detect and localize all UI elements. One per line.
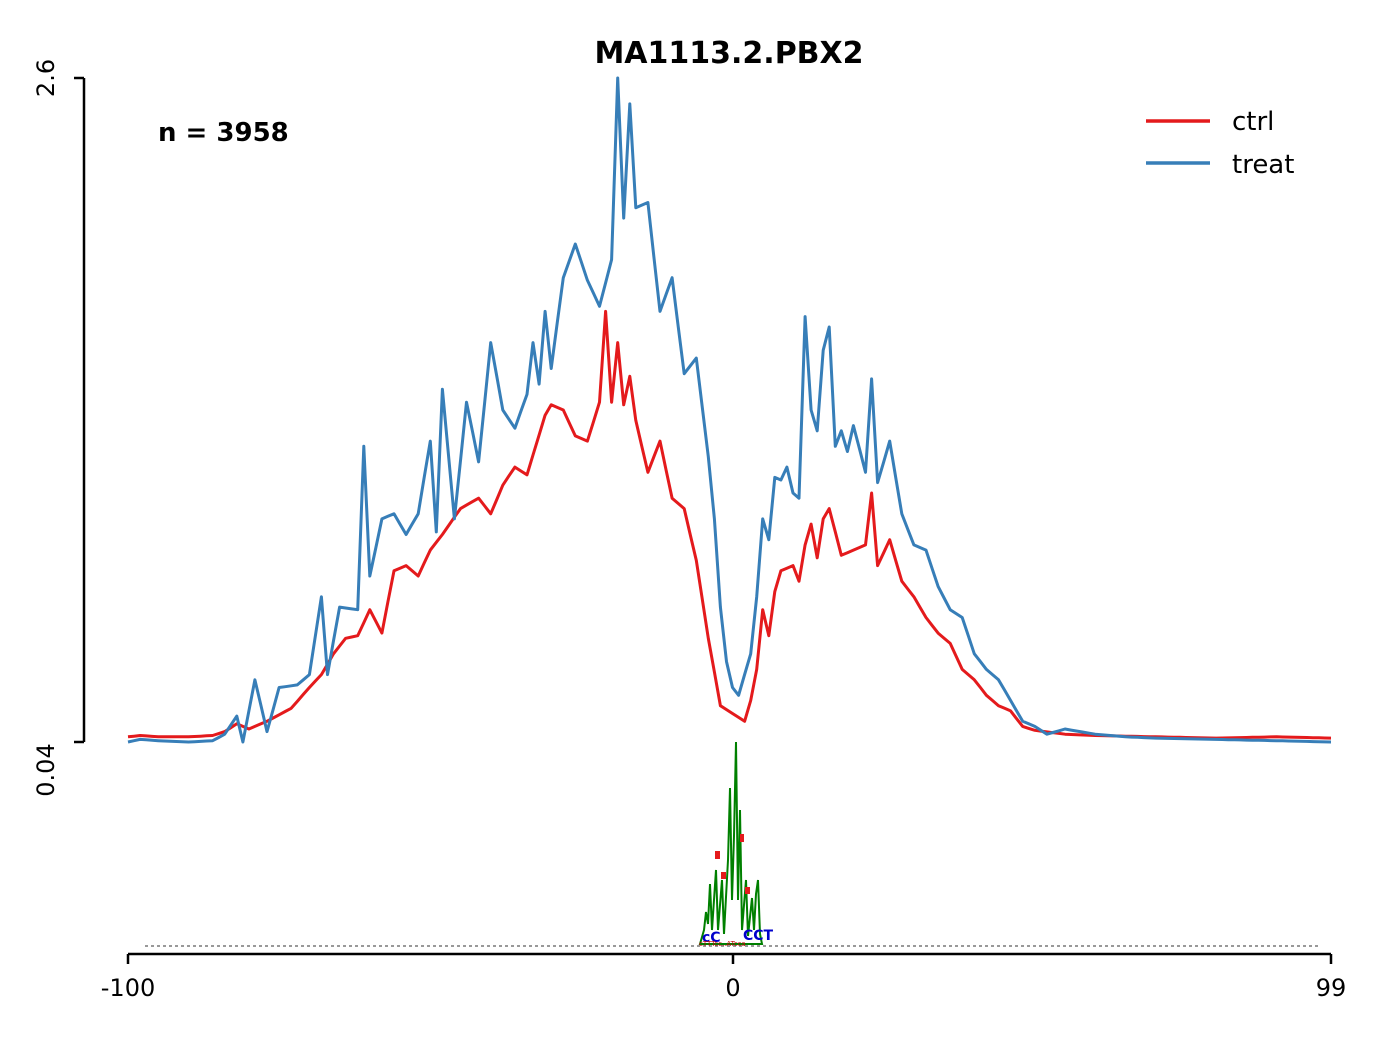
motif-letters-right: CCT [743,928,774,944]
x-tick-label-left: -100 [101,974,155,1002]
motif-mark-red-3 [745,887,750,894]
motif-peaks-green [698,741,764,945]
motif-letters-left: cC [702,930,721,946]
motif-mark-red-4 [740,834,744,842]
sample-count-annotation: n = 3958 [158,118,289,148]
y-tick-label-max: 2.6 [32,59,60,97]
motif-logo: cC CCT cTTTcc..ATcca [145,741,1320,948]
series-line-treat [127,76,1332,744]
motif-mark-red-2 [721,872,726,879]
x-tick-label-center: 0 [725,974,740,1002]
legend: ctrl treat [1146,107,1294,180]
motif-small-letters: cTTTcc..ATcca [699,940,746,948]
x-tick-label-right: 99 [1316,974,1347,1002]
motif-mark-red-1 [715,851,720,859]
y-tick-label-min: 0.04 [32,743,60,796]
legend-label-treat: treat [1232,150,1294,180]
legend-label-ctrl: ctrl [1232,107,1274,137]
chart-title: MA1113.2.PBX2 [594,36,863,71]
